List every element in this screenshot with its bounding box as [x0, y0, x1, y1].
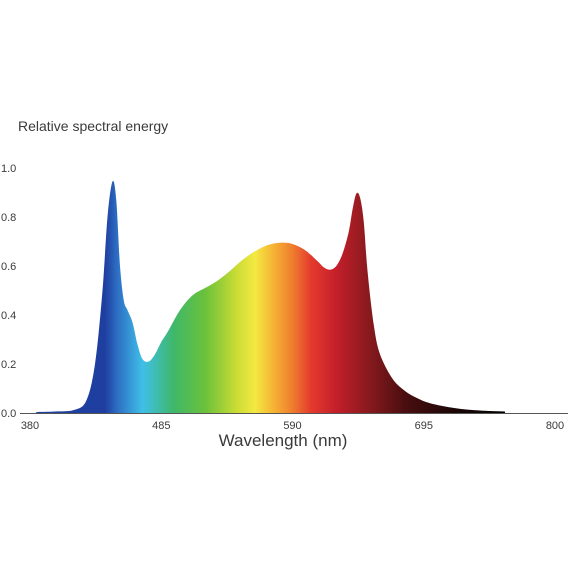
x-tick-label: 695	[415, 420, 433, 432]
y-tick-label: 0.6	[1, 261, 16, 273]
y-tick-label: 0.0	[1, 408, 16, 420]
x-tick-label: 800	[546, 420, 564, 432]
x-tick-labels: 380 485 590 695 800	[21, 420, 564, 432]
y-axis-label: Relative spectral energy	[18, 118, 168, 134]
x-tick-label: 590	[283, 420, 301, 432]
y-tick-label: 0.2	[1, 359, 16, 371]
x-tick-label: 380	[21, 420, 39, 432]
y-tick-label: 0.4	[1, 310, 16, 322]
x-axis-label: Wavelength (nm)	[219, 431, 348, 450]
y-tick-label: 0.8	[1, 212, 16, 224]
y-tick-labels: 0.0 0.2 0.4 0.6 0.8 1.0	[1, 163, 16, 420]
x-tick-label: 485	[152, 420, 170, 432]
spectral-energy-area	[36, 180, 505, 413]
y-tick-label: 1.0	[1, 163, 16, 175]
